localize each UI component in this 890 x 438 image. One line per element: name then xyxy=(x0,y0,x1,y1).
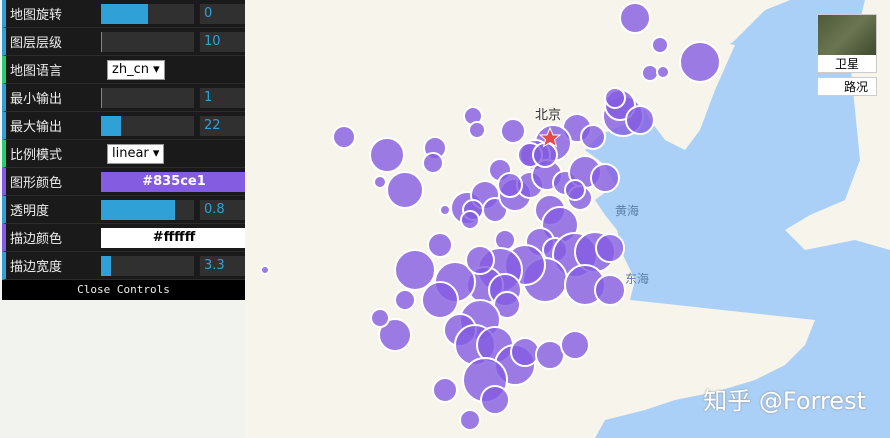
control-value-input[interactable]: 1 xyxy=(200,88,247,108)
control-slider[interactable] xyxy=(101,256,194,276)
data-bubble[interactable] xyxy=(369,137,405,173)
control-value-input[interactable]: 22 xyxy=(200,116,247,136)
control-value-input[interactable]: 3.3 xyxy=(200,256,247,276)
control-color-input[interactable]: #ffffff xyxy=(101,228,247,248)
data-bubble[interactable] xyxy=(590,163,620,193)
data-bubble[interactable] xyxy=(641,64,659,82)
map-canvas xyxy=(245,0,890,438)
control-label: 地图语言 xyxy=(10,64,63,79)
data-bubble[interactable] xyxy=(386,171,424,209)
satellite-button[interactable]: 卫星 xyxy=(817,14,877,73)
data-bubble[interactable] xyxy=(564,179,586,201)
control-row: 图层层级 10 xyxy=(2,28,247,56)
data-bubble[interactable] xyxy=(560,330,590,360)
control-row: 图形颜色 #835ce1 xyxy=(2,168,247,196)
control-label: 图形颜色 xyxy=(10,176,63,191)
control-slider[interactable] xyxy=(101,200,194,220)
data-bubble[interactable] xyxy=(594,274,626,306)
data-bubble[interactable] xyxy=(532,142,558,168)
control-row: 最小输出 1 xyxy=(2,84,247,112)
city-label-beijing: 北京 xyxy=(535,108,562,123)
control-label: 描边颜色 xyxy=(10,232,63,247)
control-row: 最大输出 22 xyxy=(2,112,247,140)
control-row: 描边颜色 #ffffff xyxy=(2,224,247,252)
data-bubble[interactable] xyxy=(459,409,481,431)
control-value-input[interactable]: 0.8 xyxy=(200,200,247,220)
control-label: 图层层级 xyxy=(10,36,63,51)
data-bubble[interactable] xyxy=(373,175,387,189)
control-slider[interactable] xyxy=(101,88,194,108)
data-bubble[interactable] xyxy=(580,124,606,150)
data-bubble[interactable] xyxy=(394,289,416,311)
beijing-marker-icon xyxy=(538,126,562,148)
control-slider[interactable] xyxy=(101,4,194,24)
data-bubble[interactable] xyxy=(497,172,523,198)
data-bubble[interactable] xyxy=(421,281,459,319)
control-row: 比例模式 linear ▾ xyxy=(2,140,245,168)
data-bubble[interactable] xyxy=(468,121,486,139)
data-bubble[interactable] xyxy=(535,340,565,370)
data-bubble[interactable] xyxy=(432,377,458,403)
data-bubble[interactable] xyxy=(370,308,390,328)
data-bubble[interactable] xyxy=(500,118,526,144)
control-label: 描边宽度 xyxy=(10,260,63,275)
data-bubble[interactable] xyxy=(510,337,540,367)
data-bubble[interactable] xyxy=(679,41,721,83)
control-label: 比例模式 xyxy=(10,148,63,163)
watermark: 知乎 @Forrest xyxy=(703,387,866,415)
control-value-input[interactable]: 0 xyxy=(200,4,247,24)
controls-panel: 地图旋转 0 图层层级 10 地图语言 zh_cn ▾ 最小输出 1 最大输出 22 比例模式 lin… xyxy=(2,0,247,300)
traffic-button[interactable]: 路况 xyxy=(817,77,877,96)
sea-label-yellow: 黄海 xyxy=(615,204,640,218)
satellite-thumbnail xyxy=(818,15,876,55)
sea-label-east: 东海 xyxy=(625,272,650,286)
data-bubble[interactable] xyxy=(619,2,651,34)
data-bubble[interactable] xyxy=(439,204,451,216)
control-color-input[interactable]: #835ce1 xyxy=(101,172,247,192)
control-label: 最大输出 xyxy=(10,120,63,135)
satellite-label: 卫星 xyxy=(834,57,859,71)
data-bubble[interactable] xyxy=(422,152,444,174)
control-slider[interactable] xyxy=(101,32,194,52)
control-select[interactable]: zh_cn ▾ xyxy=(107,60,165,80)
data-bubble[interactable] xyxy=(604,87,626,109)
data-bubble[interactable] xyxy=(625,105,655,135)
data-bubble[interactable] xyxy=(460,210,480,230)
data-bubble[interactable] xyxy=(480,385,510,415)
data-bubble[interactable] xyxy=(656,65,670,79)
control-select[interactable]: linear ▾ xyxy=(107,144,165,164)
control-label: 透明度 xyxy=(10,204,50,219)
map[interactable]: 北京 黄海 东海 卫星 路况 知乎 @Forrest xyxy=(245,0,890,438)
data-bubble[interactable] xyxy=(494,229,516,251)
data-bubble[interactable] xyxy=(260,265,270,275)
taiwan-land xyxy=(600,325,617,372)
data-bubble[interactable] xyxy=(332,125,356,149)
control-row: 描边宽度 3.3 xyxy=(2,252,247,280)
data-bubble[interactable] xyxy=(651,36,669,54)
control-label: 地图旋转 xyxy=(10,8,63,23)
control-value-input[interactable]: 10 xyxy=(200,32,247,52)
control-row: 透明度 0.8 xyxy=(2,196,247,224)
close-controls-button[interactable]: Close Controls xyxy=(2,280,245,300)
data-bubble[interactable] xyxy=(465,245,495,275)
data-bubble[interactable] xyxy=(378,318,412,352)
control-row: 地图旋转 0 xyxy=(2,0,247,28)
control-slider[interactable] xyxy=(101,116,194,136)
data-bubble[interactable] xyxy=(394,249,436,291)
bubble-layer xyxy=(260,2,721,431)
data-bubble[interactable] xyxy=(427,232,453,258)
control-label: 最小输出 xyxy=(10,92,63,107)
data-bubble[interactable] xyxy=(595,233,625,263)
control-row: 地图语言 zh_cn ▾ xyxy=(2,56,245,84)
